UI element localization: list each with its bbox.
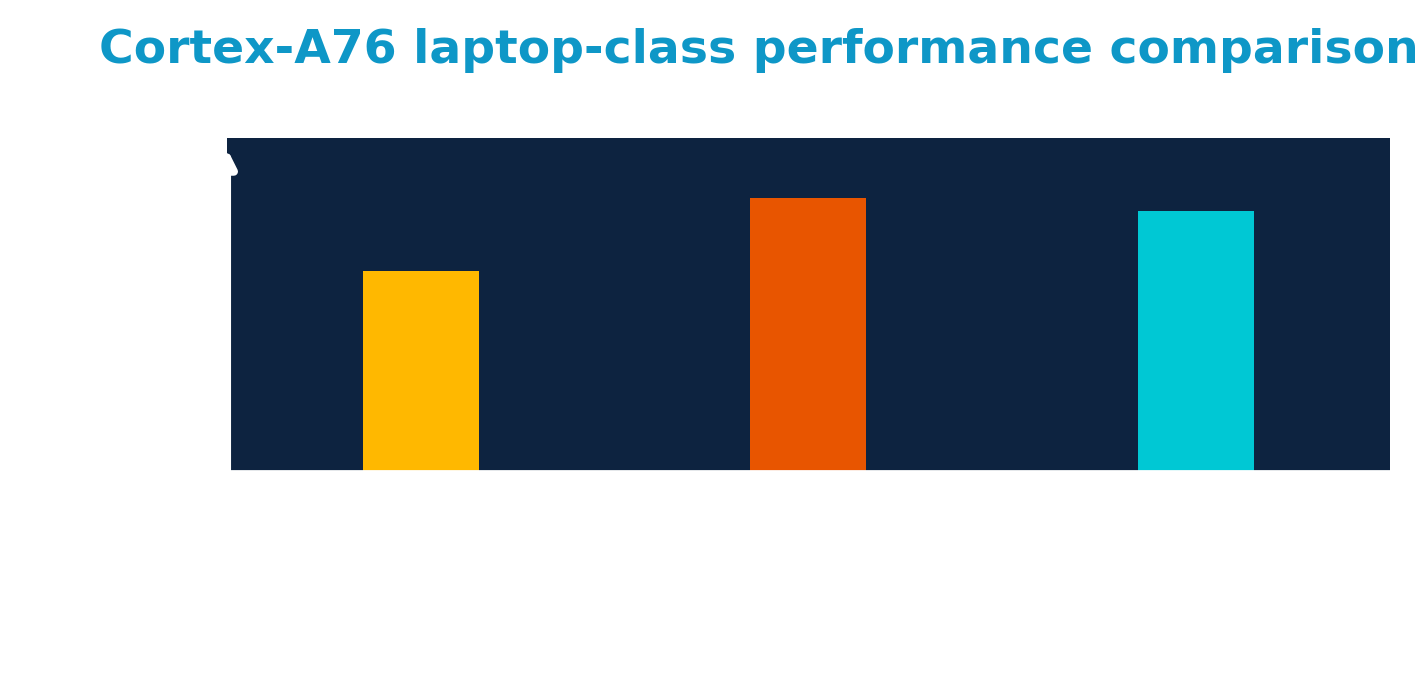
Text: Cortex-A76 laptop-class performance comparison: Cortex-A76 laptop-class performance comp… xyxy=(99,28,1418,73)
Bar xyxy=(363,271,479,471)
Bar xyxy=(750,198,866,471)
Text: Performance (SPECINT2k6): Performance (SPECINT2k6) xyxy=(125,200,145,520)
Text: Arm Cortex-A76
(3GHz, Projected): Arm Cortex-A76 (3GHz, Projected) xyxy=(1099,511,1293,552)
Bar xyxy=(1137,212,1254,471)
Text: Intel Core i5-7300U
(2.6GHz, Baseline): Intel Core i5-7300U (2.6GHz, Baseline) xyxy=(315,511,527,552)
Text: Cortex-A76 Compute SoC expected on-par with Core i5 performance, at lower power: Cortex-A76 Compute SoC expected on-par w… xyxy=(179,651,1239,671)
Text: Intel Core i5-7300U
(3.5GHz, Turbo): Intel Core i5-7300U (3.5GHz, Turbo) xyxy=(702,511,915,552)
